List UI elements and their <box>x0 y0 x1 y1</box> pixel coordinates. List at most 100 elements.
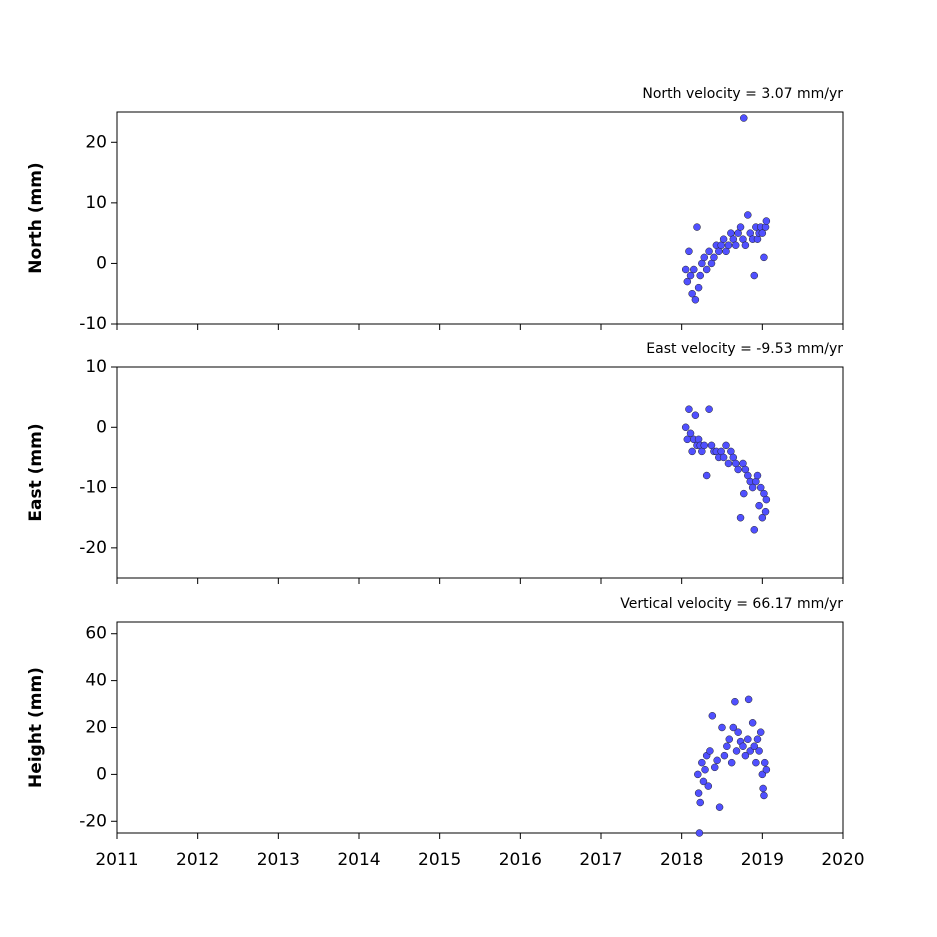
x-tick-label: 2012 <box>176 850 219 870</box>
point <box>719 235 728 243</box>
point <box>740 489 748 498</box>
point <box>706 747 714 755</box>
point <box>762 765 771 774</box>
point <box>755 747 763 755</box>
y-tick-label: -20 <box>79 811 107 831</box>
plot-area <box>116 366 844 579</box>
point <box>710 763 719 772</box>
chart-title: North velocity = 3.07 mm/yr <box>642 86 843 102</box>
y-tick-label: -10 <box>79 478 107 498</box>
y-axis-label: East (mm) <box>26 423 46 521</box>
point <box>760 791 768 800</box>
point <box>761 507 770 516</box>
point <box>702 265 711 274</box>
point <box>695 829 704 837</box>
point <box>685 405 693 413</box>
point <box>705 405 713 413</box>
y-tick-label: 10 <box>85 357 107 377</box>
point <box>724 241 733 250</box>
point <box>756 483 765 492</box>
point <box>748 483 757 492</box>
y-axis-label: North (mm) <box>26 162 46 273</box>
point <box>705 247 713 256</box>
y-tick-label: 20 <box>85 132 107 152</box>
point <box>685 247 693 256</box>
y-tick-label: 60 <box>85 624 107 644</box>
point <box>690 265 698 274</box>
point <box>760 253 768 262</box>
chart-title: East velocity = -9.53 mm/yr <box>646 341 843 357</box>
y-tick-label: 20 <box>85 718 107 738</box>
point <box>739 742 747 751</box>
point <box>698 758 706 767</box>
point <box>761 758 769 767</box>
y-tick-label: 0 <box>96 764 107 784</box>
point <box>727 758 736 767</box>
point <box>710 253 718 262</box>
point <box>741 241 750 250</box>
x-tick-label: 2013 <box>257 850 300 870</box>
point <box>694 770 702 779</box>
x-tick-label: 2015 <box>418 850 461 870</box>
point <box>736 223 745 231</box>
plot-area <box>116 111 844 325</box>
y-axis-label: Height (mm) <box>26 667 46 788</box>
point <box>729 723 738 732</box>
point <box>720 751 729 760</box>
point <box>750 271 759 280</box>
y-tick-label: 40 <box>85 671 107 691</box>
y-tick-label: 0 <box>96 417 107 437</box>
point <box>700 441 709 450</box>
point <box>744 211 752 219</box>
point <box>704 782 713 790</box>
point <box>731 241 740 250</box>
point <box>688 289 696 298</box>
point <box>699 777 708 786</box>
y-tick-label: 10 <box>85 193 107 213</box>
point <box>758 513 767 522</box>
point <box>724 459 733 468</box>
point <box>731 697 739 706</box>
point <box>759 784 767 793</box>
point <box>750 742 759 751</box>
point <box>718 723 726 732</box>
point <box>681 265 690 274</box>
point <box>688 447 696 456</box>
point <box>694 283 703 292</box>
point <box>715 803 724 811</box>
point <box>700 253 709 262</box>
point <box>762 217 771 225</box>
point <box>696 271 704 280</box>
x-tick-label: 2020 <box>821 850 864 870</box>
point <box>734 728 742 736</box>
point <box>694 789 703 797</box>
point <box>693 223 701 231</box>
point <box>755 501 763 510</box>
chart-title: Vertical velocity = 66.17 mm/yr <box>620 596 843 612</box>
x-tick-label: 2016 <box>499 850 542 870</box>
x-tick-label: 2018 <box>660 850 703 870</box>
x-tick-label: 2014 <box>337 850 380 870</box>
point <box>691 296 700 304</box>
point <box>696 798 704 807</box>
point <box>719 453 728 462</box>
point <box>713 756 721 765</box>
point <box>750 526 759 534</box>
y-tick-label: -10 <box>79 314 107 334</box>
point <box>686 429 695 438</box>
y-tick-label: -20 <box>79 538 107 558</box>
point <box>732 747 741 755</box>
point <box>722 441 730 450</box>
x-tick-label: 2019 <box>741 850 784 870</box>
point <box>683 277 692 286</box>
point <box>744 695 753 704</box>
point <box>741 751 750 760</box>
point <box>758 229 767 237</box>
point <box>734 465 742 474</box>
point <box>702 471 711 480</box>
point <box>756 728 765 736</box>
point <box>753 735 762 743</box>
point <box>681 423 690 432</box>
point <box>686 271 695 280</box>
